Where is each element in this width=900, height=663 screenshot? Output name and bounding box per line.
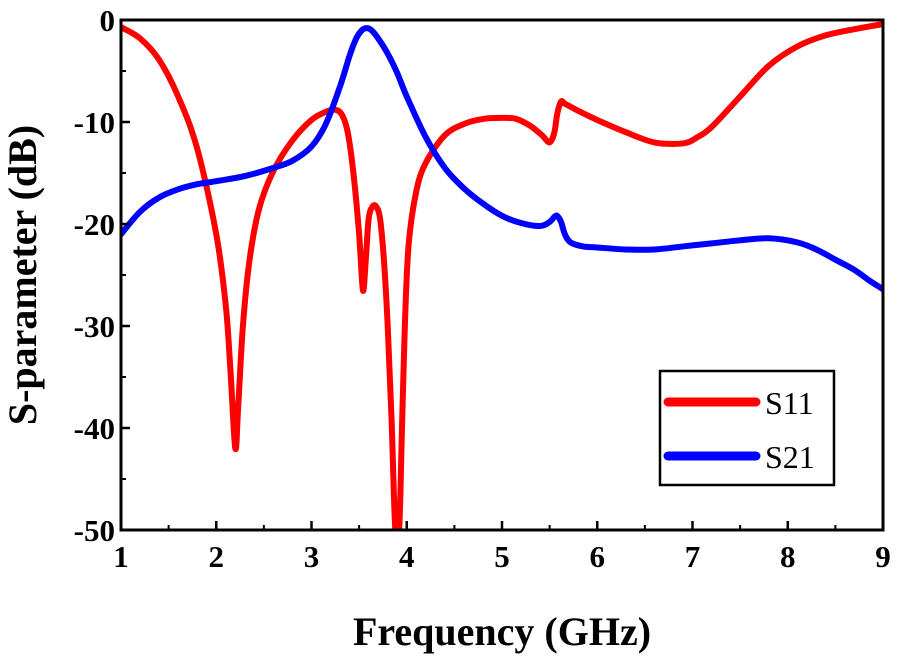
tick-layer: 1 2 3 4 5 6 7 8 9 0 -10 -20 -30 -40 -50 bbox=[74, 3, 891, 574]
y-tick-label: -20 bbox=[74, 207, 115, 242]
legend-box bbox=[658, 369, 836, 487]
x-tick-label: 5 bbox=[494, 539, 510, 574]
x-tick-label: 4 bbox=[399, 539, 415, 574]
series-line-s11 bbox=[121, 21, 883, 530]
x-tick-label: 1 bbox=[113, 539, 129, 574]
legend: S11 S21 bbox=[658, 369, 836, 487]
x-tick-label: 6 bbox=[590, 539, 606, 574]
series-line-s21 bbox=[121, 25, 883, 293]
x-tick-label: 7 bbox=[685, 539, 701, 574]
y-tick-label: -30 bbox=[74, 309, 115, 344]
x-tick-label: 2 bbox=[209, 539, 225, 574]
x-tick-label: 8 bbox=[780, 539, 796, 574]
x-tick-label: 3 bbox=[304, 539, 320, 574]
legend-label-s11: S11 bbox=[765, 385, 814, 421]
y-tick-label: -10 bbox=[74, 105, 115, 140]
legend-label-s21: S21 bbox=[765, 439, 815, 475]
series-layer bbox=[121, 21, 883, 530]
y-tick-label: 0 bbox=[100, 3, 116, 38]
y-tick-label: -40 bbox=[74, 411, 115, 446]
y-tick-label: -50 bbox=[74, 513, 115, 548]
x-axis-title: Frequency (GHz) bbox=[353, 609, 651, 654]
y-axis-title: S-parameter (dB) bbox=[0, 125, 45, 425]
x-tick-label: 9 bbox=[875, 539, 891, 574]
